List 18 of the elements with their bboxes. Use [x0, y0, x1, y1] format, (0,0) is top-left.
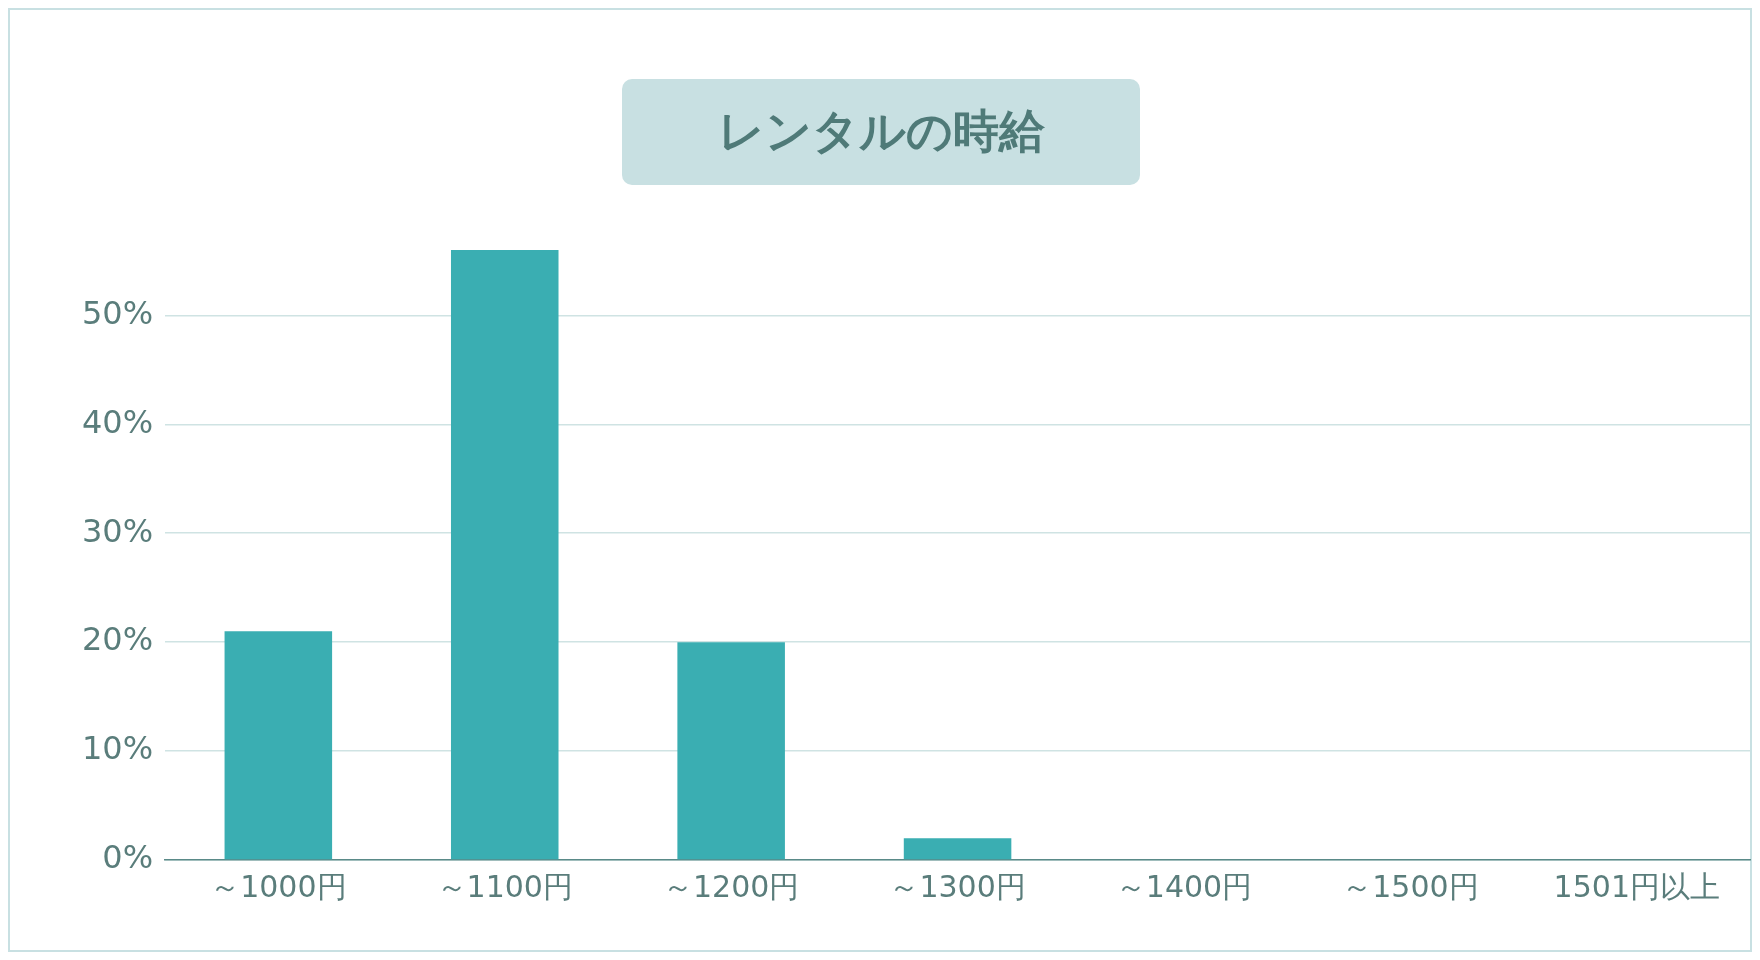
bar: [450, 250, 559, 860]
bar: [677, 642, 785, 860]
y-tick-label: 20%: [82, 620, 154, 659]
y-tick-label: 50%: [82, 293, 154, 332]
bar: [224, 631, 333, 860]
x-tick-label: ～1200円: [662, 868, 800, 904]
x-tick-label: ～1500円: [1342, 868, 1479, 904]
y-tick-label: 10%: [82, 729, 154, 768]
y-tick-label: 40%: [82, 402, 154, 441]
y-tick-label: 0%: [102, 838, 154, 877]
chart-title: レンタルの時給: [622, 79, 1140, 185]
bar: [903, 838, 1012, 860]
x-tick-label: ～1000円: [210, 868, 347, 904]
x-tick-label: ～1100円: [436, 868, 573, 904]
x-tick-label: 1501円以上: [1553, 868, 1720, 904]
x-tick-label: ～1300円: [889, 868, 1026, 904]
x-tick-label: ～1400円: [1115, 868, 1253, 904]
y-tick-label: 30%: [82, 511, 154, 550]
